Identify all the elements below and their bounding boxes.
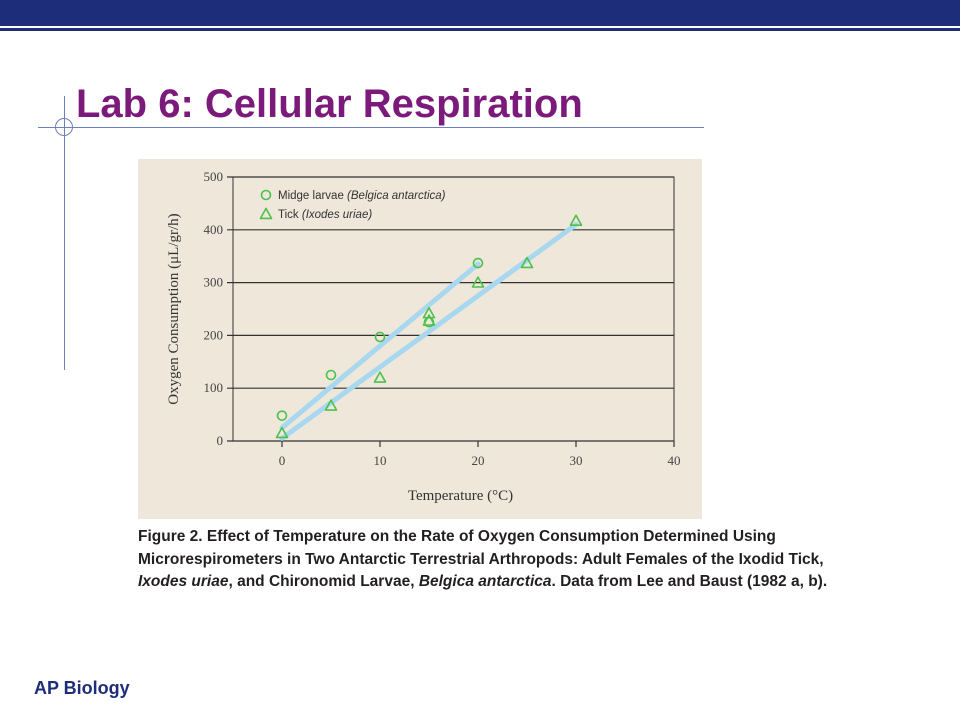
y-axis-label: Oxygen Consumption (μL/gr/h) (166, 213, 182, 404)
trendline (279, 222, 579, 441)
x-tick-label: 40 (668, 453, 681, 468)
midge-data-point (325, 369, 337, 381)
caption-text-2: , and Chironomid Larvae, (228, 573, 419, 590)
legend-label: Tick (Ixodes uriae) (278, 209, 372, 221)
tick-data-point (324, 399, 338, 411)
caption-text-3: . Data from Lee and Baust (1982 a, b). (551, 573, 828, 590)
legend-marker-midge (260, 189, 272, 201)
caption-italic-2: Belgica antarctica (418, 573, 552, 590)
x-tick-label: 20 (472, 453, 485, 468)
decorative-vertical-line (64, 96, 65, 370)
x-tick-label: 10 (374, 453, 387, 468)
midge-data-point (276, 410, 288, 421)
y-tick-label: 500 (204, 169, 224, 184)
decorative-crosshair-circle (55, 118, 73, 136)
figure-caption: Figure 2. Effect of Temperature on the R… (138, 526, 858, 594)
y-tick-label: 100 (204, 380, 224, 395)
chart: 0 100 200 300 400 500 0 10 20 30 40 Temperature (°C… (166, 169, 681, 504)
y-tick-label: 0 (217, 433, 224, 448)
x-tick-label: 30 (570, 453, 583, 468)
x-axis-label: Temperature (°C) (408, 488, 513, 504)
tick-data-point (422, 306, 436, 319)
midge-data-point (374, 331, 386, 343)
decorative-horizontal-line (38, 127, 704, 128)
tick-data-point (373, 371, 387, 383)
top-bar (0, 0, 960, 26)
top-bar-underline (0, 28, 960, 31)
legend-series-species: (Belgica antarctica) (347, 190, 446, 202)
y-tick-label: 300 (204, 275, 224, 290)
y-tick-label: 200 (204, 327, 224, 342)
legend-label: Midge larvae (Belgica antarctica) (278, 190, 446, 202)
figure-panel: 0 100 200 300 400 500 0 10 20 30 40 Temperature (°C… (138, 159, 702, 519)
slide-title: Lab 6: Cellular Respiration (76, 82, 583, 126)
y-tick-label: 400 (204, 222, 224, 237)
caption-text-1: Figure 2. Effect of Temperature on the R… (138, 528, 824, 568)
legend-series-name: Midge larvae (278, 190, 347, 202)
footer-label: AP Biology (34, 678, 130, 698)
caption-italic-1: Ixodes uriae (138, 573, 229, 590)
legend-marker-tick (259, 207, 273, 220)
tick-data-point (422, 314, 436, 326)
tick-data-point (520, 256, 534, 269)
tick-data-point (471, 276, 485, 288)
tick-data-point (569, 214, 583, 227)
tick-data-point (275, 426, 289, 439)
x-tick-label: 0 (279, 453, 286, 468)
legend-series-name: Tick (278, 209, 302, 221)
legend-series-species: (Ixodes uriae) (302, 209, 372, 221)
trendline (279, 261, 481, 431)
midge-data-point (472, 257, 484, 269)
